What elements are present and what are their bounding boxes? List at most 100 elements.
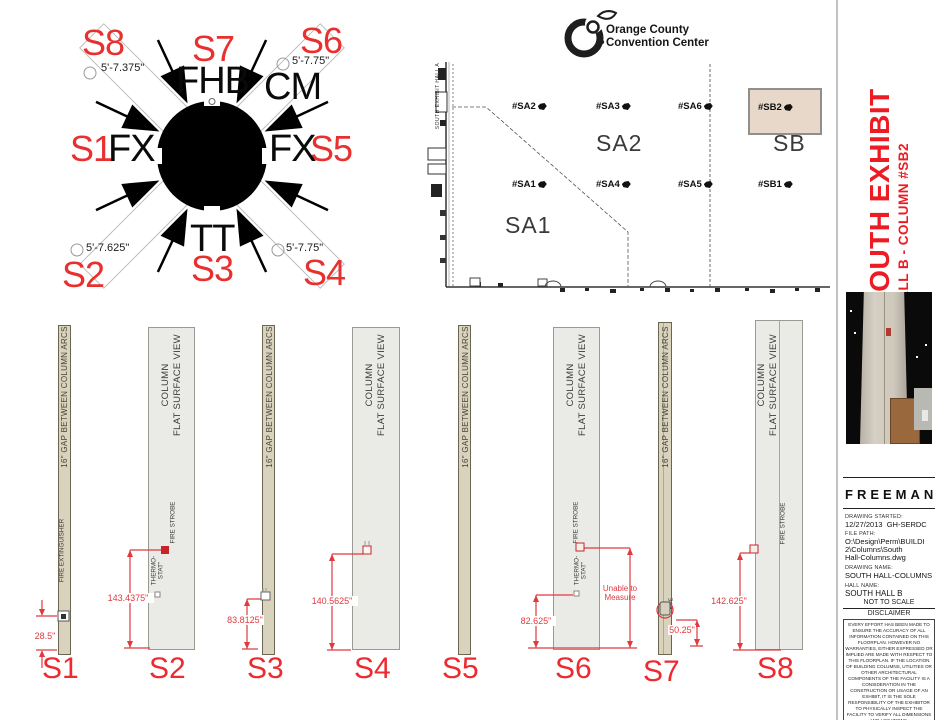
surface-label-s2: COLUMN FLAT SURFACE VIEW [159,320,185,450]
cross-section-feature-label-cm: CM [264,66,322,108]
elevation-bar-s7 [658,322,672,655]
column-photo [846,292,932,444]
file-path-label: FILE PATH: [845,531,876,537]
drawing-started-value: 12/27/2013 GH-SERDC [845,520,927,529]
photo-speck [916,356,918,358]
column-marker-sb1-label: #SB1 [758,179,782,190]
fire-strobe-label-s8: FIRE STROBE [779,502,787,545]
column-glyph-icon [783,181,793,188]
column-marker-sa6-label: #SA6 [678,101,702,112]
surface-line1: COLUMN [364,363,376,407]
surface-line2: FLAT SURFACE VIEW [768,334,779,436]
bar-seam [663,323,664,654]
sheet-title: SOUTH EXHIBIT [863,88,895,311]
cross-section-segment-label-s8: S8 [82,22,125,63]
gap-label-s5: 16" GAP BETWEEN COLUMN ARCS [460,326,470,468]
column-glyph-icon [783,104,793,111]
surface-line1: COLUMN [565,363,577,407]
column-marker-sb2: #SB2 [758,102,793,113]
elevation-label-s7: S7 [643,655,680,688]
zone-label-sa2: SA2 [596,130,643,156]
scale-note: NOT TO SCALE [863,599,915,606]
elevation-label-s1: S1 [42,652,79,685]
column-marker-sa1: #SA1 [512,179,547,190]
surface-label-s6: COLUMN FLAT SURFACE VIEW [564,320,590,450]
cross-section-segment-label-s4: S4 [303,252,346,293]
brand-rule-top [843,477,935,478]
surface-line2: FLAT SURFACE VIEW [577,334,588,436]
dimension-s7: 50.25" [668,625,696,635]
occc-logo-text: Orange County Convention Center [606,24,709,50]
surface-line2: FLAT SURFACE VIEW [376,334,387,436]
elevation-label-s8: S8 [757,652,794,685]
drawing-started-label: DRAWING STARTED: [845,514,903,520]
disclaimer-box: EVERY EFFORT HAS BEEN MADE TO ENSURE THE… [843,619,935,720]
zone-label-sb: SB [773,130,806,156]
note-line1: Unable to [602,584,638,593]
elevation-bar-s5 [458,325,471,655]
zone-label-sa1: SA1 [505,212,552,238]
thermostat-line2: STAT" [157,561,164,580]
thermostat-label-s2: THERMO- STAT" [150,546,165,596]
dimension-s4: 140.5625" [306,596,358,606]
dimension-s6: 82.625" [516,616,556,626]
column-glyph-icon [537,103,547,110]
column-marker-sa4-label: #SA4 [596,179,620,190]
note-line2: Measure [604,593,636,602]
cross-section-segment-label-s3: S3 [191,248,234,289]
elevation-label-s6: S6 [555,652,592,685]
column-marker-sb2-label: #SB2 [758,102,782,113]
cross-section-segment-label-s5: S5 [310,128,353,169]
file-path-line1: O:\Design\Perm\BUILDI [845,537,925,546]
cross-section-feature-label-tt: TT [190,218,235,260]
elevation-label-s3: S3 [247,652,284,685]
elevation-label-s2: S2 [149,652,186,685]
sheet-title-block: SOUTH EXHIBIT HALL B - COLUMN #SB2 [859,1,915,323]
hall-name-value: SOUTH HALL B [845,589,903,598]
surface-label-s4: COLUMN FLAT SURFACE VIEW [363,320,389,450]
elevation-bar-s3 [262,325,275,655]
cross-section-segment-label-s1: S1 [70,128,113,169]
gap-label-s3: 16" GAP BETWEEN COLUMN ARCS [264,326,274,468]
column-glyph-icon [621,181,631,188]
photo-speck [854,332,856,334]
photo-speck [850,310,852,312]
pipe-label-s7: PIPE [668,597,674,610]
column-marker-sa3-label: #SA3 [596,101,620,112]
drawing-name-value: SOUTH HALL-COLUMNS [845,571,933,580]
cross-section-feature-label-fx-left: FX [108,128,156,170]
column-glyph-icon [703,103,713,110]
column-marker-sa6: #SA6 [678,101,713,112]
cross-section-column [156,98,268,212]
cross-section-measurement-bottom-right: 5'-7.75" [286,242,324,254]
column-glyph-icon [703,181,713,188]
photo-column-seam [884,292,885,444]
disclaimer-title: DISCLAIMER [867,610,911,617]
file-path-line2: 2\Columns\South [845,545,903,554]
column-marker-sa3: #SA3 [596,101,631,112]
gap-label-s7: 16" GAP BETWEEN COLUMN ARCS [660,326,670,468]
surface-label-s8: COLUMN FLAT SURFACE VIEW [755,320,781,450]
cross-section-feature-label-fx-right: FX [269,128,317,170]
photo-red-mark [886,328,891,336]
fire-strobe-label-s6: FIRE STROBE [572,501,580,544]
surface-line2: FLAT SURFACE VIEW [172,334,183,436]
sb2-highlight-box [748,88,822,135]
elevation-bar-s1 [58,325,71,655]
file-path-line3: Hall-Columns.dwg [845,553,906,562]
cross-section-measurement-bottom-left: 5'-7.625" [86,242,130,254]
fire-extinguisher-label-s1: FIRE EXTINGUISHER [58,518,66,583]
photo-speck [925,344,927,346]
cross-section-segment-label-s2: S2 [62,254,105,295]
column-marker-sa5-label: #SA5 [678,179,702,190]
photo-doorway-light [914,388,932,430]
dimension-s1: 28.5" [32,631,58,641]
disclaimer-text: EVERY EFFORT HAS BEEN MADE TO ENSURE THE… [845,622,933,720]
cross-section-measurement-top-right: 5'-7.75" [292,55,330,67]
sheet-subtitle: HALL B - COLUMN #SB2 [895,142,911,311]
brand-rule-bottom [843,508,935,509]
cross-section-measurement-top-left: 5'-7.375" [101,62,145,74]
drawing-name-label: DRAWING NAME: [845,565,893,571]
bar-seam [779,321,780,649]
